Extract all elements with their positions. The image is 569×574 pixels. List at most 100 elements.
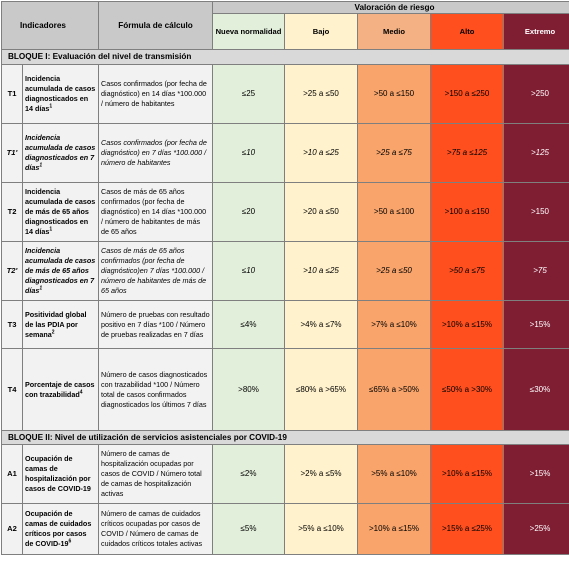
value-bajo: >10 a ≤25 <box>285 242 358 301</box>
value-medio: >25 a ≤50 <box>358 242 431 301</box>
table-row: T2' Incidencia acumulada de casos de más… <box>2 242 569 301</box>
value-alto: >10% a ≤15% <box>431 301 504 349</box>
level-alto: Alto <box>431 14 504 50</box>
indicator-formula: Número de camas de hospitalización ocupa… <box>99 445 213 504</box>
value-nueva-normalidad: ≤10 <box>213 242 285 301</box>
value-nueva-normalidad: ≤4% <box>213 301 285 349</box>
indicator-formula: Casos de más de 65 años confirmados (por… <box>99 183 213 242</box>
indicator-name-text: Ocupación de camas de cuidados críticos … <box>25 509 91 548</box>
indicator-code: A1 <box>2 445 23 504</box>
value-extremo: >250 <box>504 65 569 124</box>
value-alto: >150 a ≤250 <box>431 65 504 124</box>
indicator-code: T4 <box>2 349 23 431</box>
footnote-mark: 1 <box>39 163 42 169</box>
indicator-name-text: Positividad global de las PDIA por seman… <box>25 310 87 339</box>
indicator-formula: Número de camas de cuidados críticos ocu… <box>99 504 213 555</box>
value-medio: >25 a ≤75 <box>358 124 431 183</box>
bloque-2-title: BLOQUE II: Nivel de utilización de servi… <box>2 431 569 445</box>
bloque-2-row: BLOQUE II: Nivel de utilización de servi… <box>2 431 569 445</box>
indicator-formula: Número de casos diagnosticados con traza… <box>99 349 213 431</box>
table-row: T1' Incidencia acumulada de casos diagno… <box>2 124 569 183</box>
value-medio: >50 a ≤150 <box>358 65 431 124</box>
footnote-mark: 2 <box>52 329 55 335</box>
value-bajo: >20 a ≤50 <box>285 183 358 242</box>
value-alto: >75 a ≤125 <box>431 124 504 183</box>
footnote-mark: 4 <box>80 389 83 395</box>
header-indicadores: Indicadores <box>2 2 99 50</box>
indicator-name: Incidencia acumulada de casos de más de … <box>23 242 99 301</box>
indicator-name-text: Incidencia acumulada de casos de más de … <box>25 187 95 236</box>
value-alto: >15% a ≤25% <box>431 504 504 555</box>
value-bajo: >5% a ≤10% <box>285 504 358 555</box>
indicator-code: T1 <box>2 65 23 124</box>
indicator-code: T1' <box>2 124 23 183</box>
value-alto: >50 a ≤75 <box>431 242 504 301</box>
value-nueva-normalidad: ≤20 <box>213 183 285 242</box>
value-bajo: >25 a ≤50 <box>285 65 358 124</box>
table-row: T3 Positividad global de las PDIA por se… <box>2 301 569 349</box>
value-extremo: >15% <box>504 301 569 349</box>
indicator-formula: Casos de más de 65 años confirmados (por… <box>99 242 213 301</box>
value-extremo: >25% <box>504 504 569 555</box>
indicator-name-text: Incidencia acumulada de casos diagnostic… <box>25 133 95 172</box>
value-alto: >100 a ≤150 <box>431 183 504 242</box>
indicator-code: T2 <box>2 183 23 242</box>
value-extremo: ≤30% <box>504 349 569 431</box>
indicator-name-text: Incidencia acumulada de casos de más de … <box>25 246 95 295</box>
level-medio: Medio <box>358 14 431 50</box>
footnote-mark: 1 <box>49 227 52 233</box>
indicator-name: Incidencia acumulada de casos diagnostic… <box>23 124 99 183</box>
table-row: T4 Porcentaje de casos con trazabilidad4… <box>2 349 569 431</box>
indicator-code: A2 <box>2 504 23 555</box>
level-nueva-normalidad: Nueva normalidad <box>213 14 285 50</box>
indicator-name: Ocupación de camas de cuidados críticos … <box>23 504 99 555</box>
value-nueva-normalidad: ≤5% <box>213 504 285 555</box>
value-alto: >10% a ≤15% <box>431 445 504 504</box>
value-medio: >7% a ≤10% <box>358 301 431 349</box>
value-extremo: >15% <box>504 445 569 504</box>
value-nueva-normalidad: ≤10 <box>213 124 285 183</box>
indicator-formula: Casos confirmados (por fecha de diagnóst… <box>99 124 213 183</box>
value-alto: ≤50% a >30% <box>431 349 504 431</box>
header-formula: Fórmula de cálculo <box>99 2 213 50</box>
bloque-1-title: BLOQUE I: Evaluación del nivel de transm… <box>2 50 569 65</box>
indicator-code: T3 <box>2 301 23 349</box>
level-bajo: Bajo <box>285 14 358 50</box>
table-row: T1 Incidencia acumulada de casos diagnos… <box>2 65 569 124</box>
footnote-mark: 6 <box>69 539 72 545</box>
value-extremo: >150 <box>504 183 569 242</box>
value-extremo: >125 <box>504 124 569 183</box>
value-nueva-normalidad: ≤2% <box>213 445 285 504</box>
indicator-name-text: Porcentaje de casos con trazabilidad <box>25 380 95 399</box>
value-nueva-normalidad: ≤25 <box>213 65 285 124</box>
indicator-formula: Número de pruebas con resultado positivo… <box>99 301 213 349</box>
value-bajo: >2% a ≤5% <box>285 445 358 504</box>
indicator-name: Porcentaje de casos con trazabilidad4 <box>23 349 99 431</box>
value-bajo: >4% a ≤7% <box>285 301 358 349</box>
table-row: A1 Ocupación de camas de hospitalización… <box>2 445 569 504</box>
indicator-name: Positividad global de las PDIA por seman… <box>23 301 99 349</box>
value-medio: >50 a ≤100 <box>358 183 431 242</box>
table-row: A2 Ocupación de camas de cuidados crític… <box>2 504 569 555</box>
table-row: T2 Incidencia acumulada de casos de más … <box>2 183 569 242</box>
indicator-name-text: Ocupación de camas de hospitalización po… <box>25 454 91 493</box>
value-medio: ≤65% a >50% <box>358 349 431 431</box>
indicator-name: Incidencia acumulada de casos de más de … <box>23 183 99 242</box>
value-extremo: >75 <box>504 242 569 301</box>
indicator-name: Ocupación de camas de hospitalización po… <box>23 445 99 504</box>
indicator-name: Incidencia acumulada de casos diagnostic… <box>23 65 99 124</box>
footnote-mark: 1 <box>39 286 42 292</box>
indicator-code: T2' <box>2 242 23 301</box>
value-bajo: >10 a ≤25 <box>285 124 358 183</box>
footnote-mark: 1 <box>49 104 52 110</box>
value-bajo: ≤80% a >65% <box>285 349 358 431</box>
risk-table: Indicadores Fórmula de cálculo Valoració… <box>1 1 569 555</box>
value-medio: >5% a ≤10% <box>358 445 431 504</box>
indicator-formula: Casos confirmados (por fecha de diagnóst… <box>99 65 213 124</box>
bloque-1-row: BLOQUE I: Evaluación del nivel de transm… <box>2 50 569 65</box>
value-nueva-normalidad: >80% <box>213 349 285 431</box>
header-row-1: Indicadores Fórmula de cálculo Valoració… <box>2 2 569 14</box>
level-extremo: Extremo <box>504 14 569 50</box>
header-valoracion: Valoración de riesgo <box>213 2 569 14</box>
indicator-name-text: Incidencia acumulada de casos diagnostic… <box>25 74 95 113</box>
